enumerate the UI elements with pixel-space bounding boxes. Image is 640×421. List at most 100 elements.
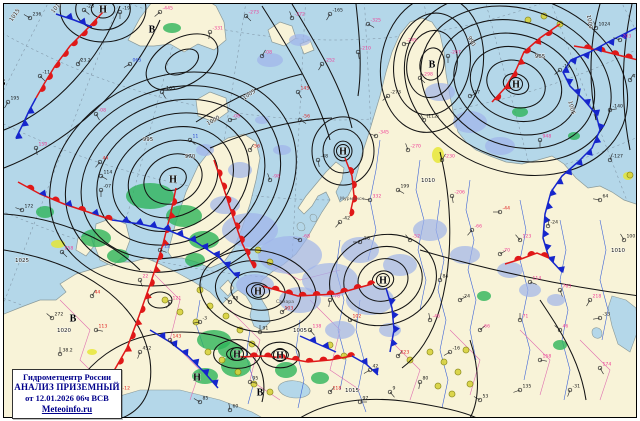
- station-value: -66: [483, 324, 491, 330]
- station-value: 80: [423, 376, 429, 382]
- station-plot: 218: [586, 294, 601, 307]
- isobar-label: 1010: [611, 248, 625, 254]
- wind-barb: [123, 63, 131, 68]
- front-semicircle-mark: [333, 354, 342, 360]
- station-circle: [327, 297, 333, 303]
- precip-rain-area: [311, 372, 329, 384]
- pressure-center-low: Н: [509, 77, 523, 91]
- station-plot: -372: [289, 11, 305, 21]
- station-circle: [421, 117, 427, 123]
- center-letter: Н: [254, 287, 262, 298]
- front-triangle-mark: [121, 216, 130, 223]
- isobar-ring: [49, 71, 297, 287]
- station-plot: -245: [401, 38, 418, 47]
- station-circle: [137, 349, 143, 355]
- fog-station-mark: [204, 348, 212, 356]
- front-occ2: [17, 181, 113, 221]
- station-plot: -08: [93, 108, 106, 121]
- station-value: (112): [427, 114, 440, 120]
- station-circle: [247, 147, 253, 153]
- center-circle: [376, 273, 390, 287]
- station-plot: 84: [437, 273, 448, 283]
- station-value: -66: [475, 224, 483, 230]
- wind-barb: [293, 237, 301, 241]
- precip-snow-area: [450, 246, 480, 264]
- station-circle: [279, 309, 285, 315]
- center-circle: [509, 77, 523, 91]
- wind-barb: [609, 153, 613, 161]
- station-plot: -16: [443, 346, 460, 356]
- station-value: 150: [39, 142, 48, 148]
- station-circle: [437, 277, 443, 283]
- station-circle: [167, 337, 173, 343]
- station-circle: [319, 61, 325, 67]
- station-circle: [405, 147, 411, 153]
- pressure-center-high: В: [428, 59, 436, 71]
- station-plot: -31: [567, 384, 580, 397]
- station-value: -445: [163, 6, 174, 12]
- station-circle: [497, 251, 503, 257]
- isobar-ring: [214, 260, 302, 322]
- station-value: -270: [411, 144, 422, 150]
- isobar-line: [401, 151, 451, 369]
- station-value: 948: [543, 134, 552, 140]
- wind-barb: [326, 13, 331, 21]
- wind-barb: [389, 391, 395, 398]
- station-plot: -08: [259, 50, 273, 59]
- station-plot: 22: [137, 274, 149, 287]
- station-plot: 203: [613, 34, 631, 43]
- station-value: 22: [143, 274, 149, 280]
- station-value: 103: [285, 306, 294, 312]
- front-triangle-mark: [223, 261, 231, 269]
- front-triangle-mark: [153, 265, 161, 274]
- front-semicircle-mark: [326, 290, 335, 295]
- isobar-line: [4, 5, 121, 131]
- front-line: [15, 97, 37, 139]
- precip-rain-area: [107, 249, 129, 263]
- front-triangle-mark: [27, 106, 35, 114]
- center-circle: [336, 144, 350, 158]
- wind-barb: [479, 325, 486, 331]
- station-circle: [19, 207, 25, 213]
- front-triangle-mark: [233, 271, 241, 279]
- front-triangle-mark: [189, 235, 197, 243]
- wind-barb: [46, 313, 53, 319]
- precip-rain-area: [512, 107, 528, 117]
- station-value: 60: [233, 404, 239, 410]
- pressure-center-high: В: [148, 24, 156, 35]
- station-value: -08: [233, 114, 241, 120]
- isobar-line: [419, 249, 636, 297]
- station-circle: [27, 15, 33, 21]
- center-letter: Н: [339, 147, 347, 158]
- station-plot: -267: [445, 50, 461, 63]
- station-value: -07: [104, 184, 112, 190]
- station-circle: [81, 7, 87, 13]
- wind-barb: [91, 289, 96, 297]
- station-plot: -08: [227, 114, 241, 123]
- station-value: 258: [65, 246, 74, 252]
- station-plot: 71: [517, 313, 528, 323]
- isobar-ring: [322, 128, 364, 174]
- station-plot: -206: [449, 190, 465, 203]
- front-triangle-mark: [211, 379, 219, 387]
- wind-barb: [357, 51, 360, 59]
- station-plot: 1024: [593, 21, 610, 31]
- center-letter: В: [429, 60, 436, 71]
- station-value: -245: [407, 38, 418, 44]
- station-value: 138: [313, 324, 322, 330]
- front-triangle-mark: [202, 368, 210, 376]
- station-circle: [537, 357, 543, 363]
- station-value: 44: [103, 156, 109, 162]
- station-plot: -165: [159, 86, 175, 99]
- legend-site-link[interactable]: Meteoinfo.ru: [41, 404, 93, 414]
- station-value: 113: [99, 324, 108, 330]
- front-semicircle-mark: [250, 261, 257, 269]
- station-plot: 102: [347, 314, 361, 323]
- front-triangle-mark: [392, 311, 399, 320]
- station-value: -44: [503, 206, 511, 212]
- front-semicircle-mark: [140, 305, 146, 314]
- station-value: -08: [265, 50, 273, 56]
- front-line: [299, 335, 337, 353]
- station-value: 53: [483, 394, 489, 400]
